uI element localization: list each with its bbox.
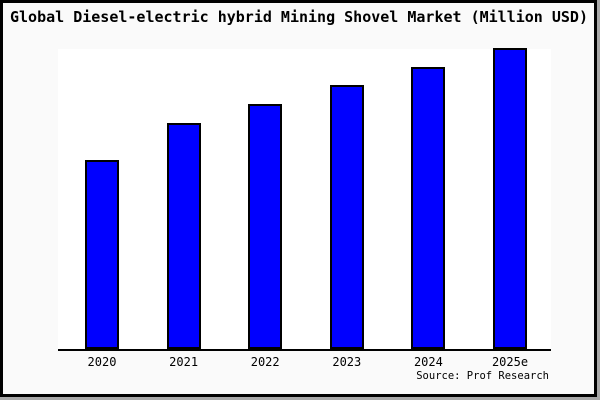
x-tick-label: 2025e [491, 355, 529, 369]
x-tick-label: 2020 [87, 355, 117, 369]
plot-area [58, 48, 551, 351]
x-tick-label: 2024 [413, 355, 443, 369]
chart-title: Global Diesel-electric hybrid Mining Sho… [10, 8, 588, 26]
bar-2022 [248, 104, 283, 349]
bar-2020 [85, 160, 119, 349]
bar-2021 [166, 123, 201, 349]
source-note: Source: Prof Research [416, 370, 549, 382]
x-tick-label: 2023 [332, 355, 362, 369]
x-tick-label: 2021 [169, 355, 199, 369]
bar-2025e [493, 48, 527, 349]
bar-2023 [329, 85, 364, 349]
x-tick-label: 2022 [250, 355, 280, 369]
x-axis-labels: 2020 2021 2022 2023 2024 2025e [58, 355, 551, 371]
bar-2024 [411, 67, 446, 349]
